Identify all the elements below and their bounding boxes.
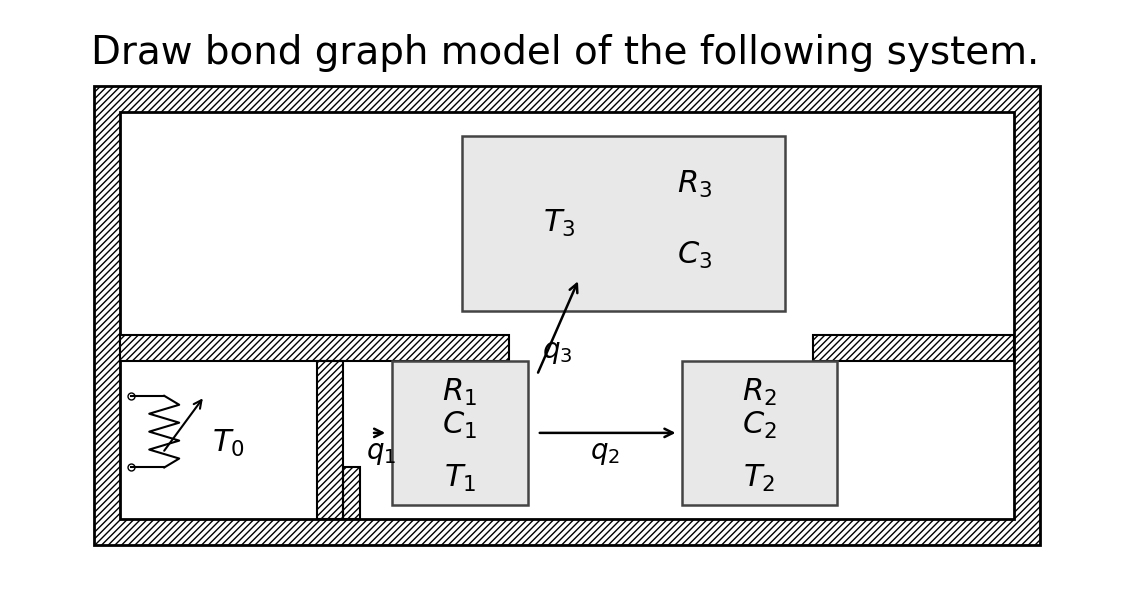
Text: $q_2$: $q_2$ (590, 439, 620, 468)
Text: $R_1$: $R_1$ (442, 377, 477, 408)
Bar (343, 467, 360, 519)
Bar (813, 335, 1013, 361)
Text: $C_1$: $C_1$ (442, 410, 477, 441)
Bar (509, 335, 612, 361)
Text: $q_1$: $q_1$ (366, 439, 397, 468)
Bar (317, 361, 343, 519)
Bar (813, 335, 1013, 361)
Bar (120, 335, 509, 361)
Bar (94, 86, 1039, 545)
Bar (317, 361, 343, 519)
Bar (343, 467, 360, 519)
Text: $C_2$: $C_2$ (742, 410, 777, 441)
Bar (682, 361, 837, 505)
Bar (463, 136, 785, 312)
Text: $R_3$: $R_3$ (677, 169, 713, 200)
Bar (391, 361, 527, 505)
Text: $T_2$: $T_2$ (743, 463, 776, 495)
Bar (120, 335, 509, 361)
Text: $T_3$: $T_3$ (543, 208, 576, 239)
Bar (120, 112, 1013, 519)
Bar (120, 335, 509, 361)
Bar (813, 335, 1013, 361)
Bar (120, 112, 1013, 519)
Bar (94, 86, 1039, 545)
Text: $C_3$: $C_3$ (677, 240, 713, 271)
Text: $T_1$: $T_1$ (443, 463, 476, 495)
Bar (728, 335, 813, 361)
Text: $T_0$: $T_0$ (211, 428, 244, 460)
Bar (343, 467, 360, 519)
Text: $R_2$: $R_2$ (742, 377, 777, 408)
Text: Draw bond graph model of the following system.: Draw bond graph model of the following s… (92, 34, 1039, 72)
Bar (317, 361, 343, 519)
Bar (94, 86, 1039, 545)
Text: $q_3$: $q_3$ (542, 338, 572, 366)
